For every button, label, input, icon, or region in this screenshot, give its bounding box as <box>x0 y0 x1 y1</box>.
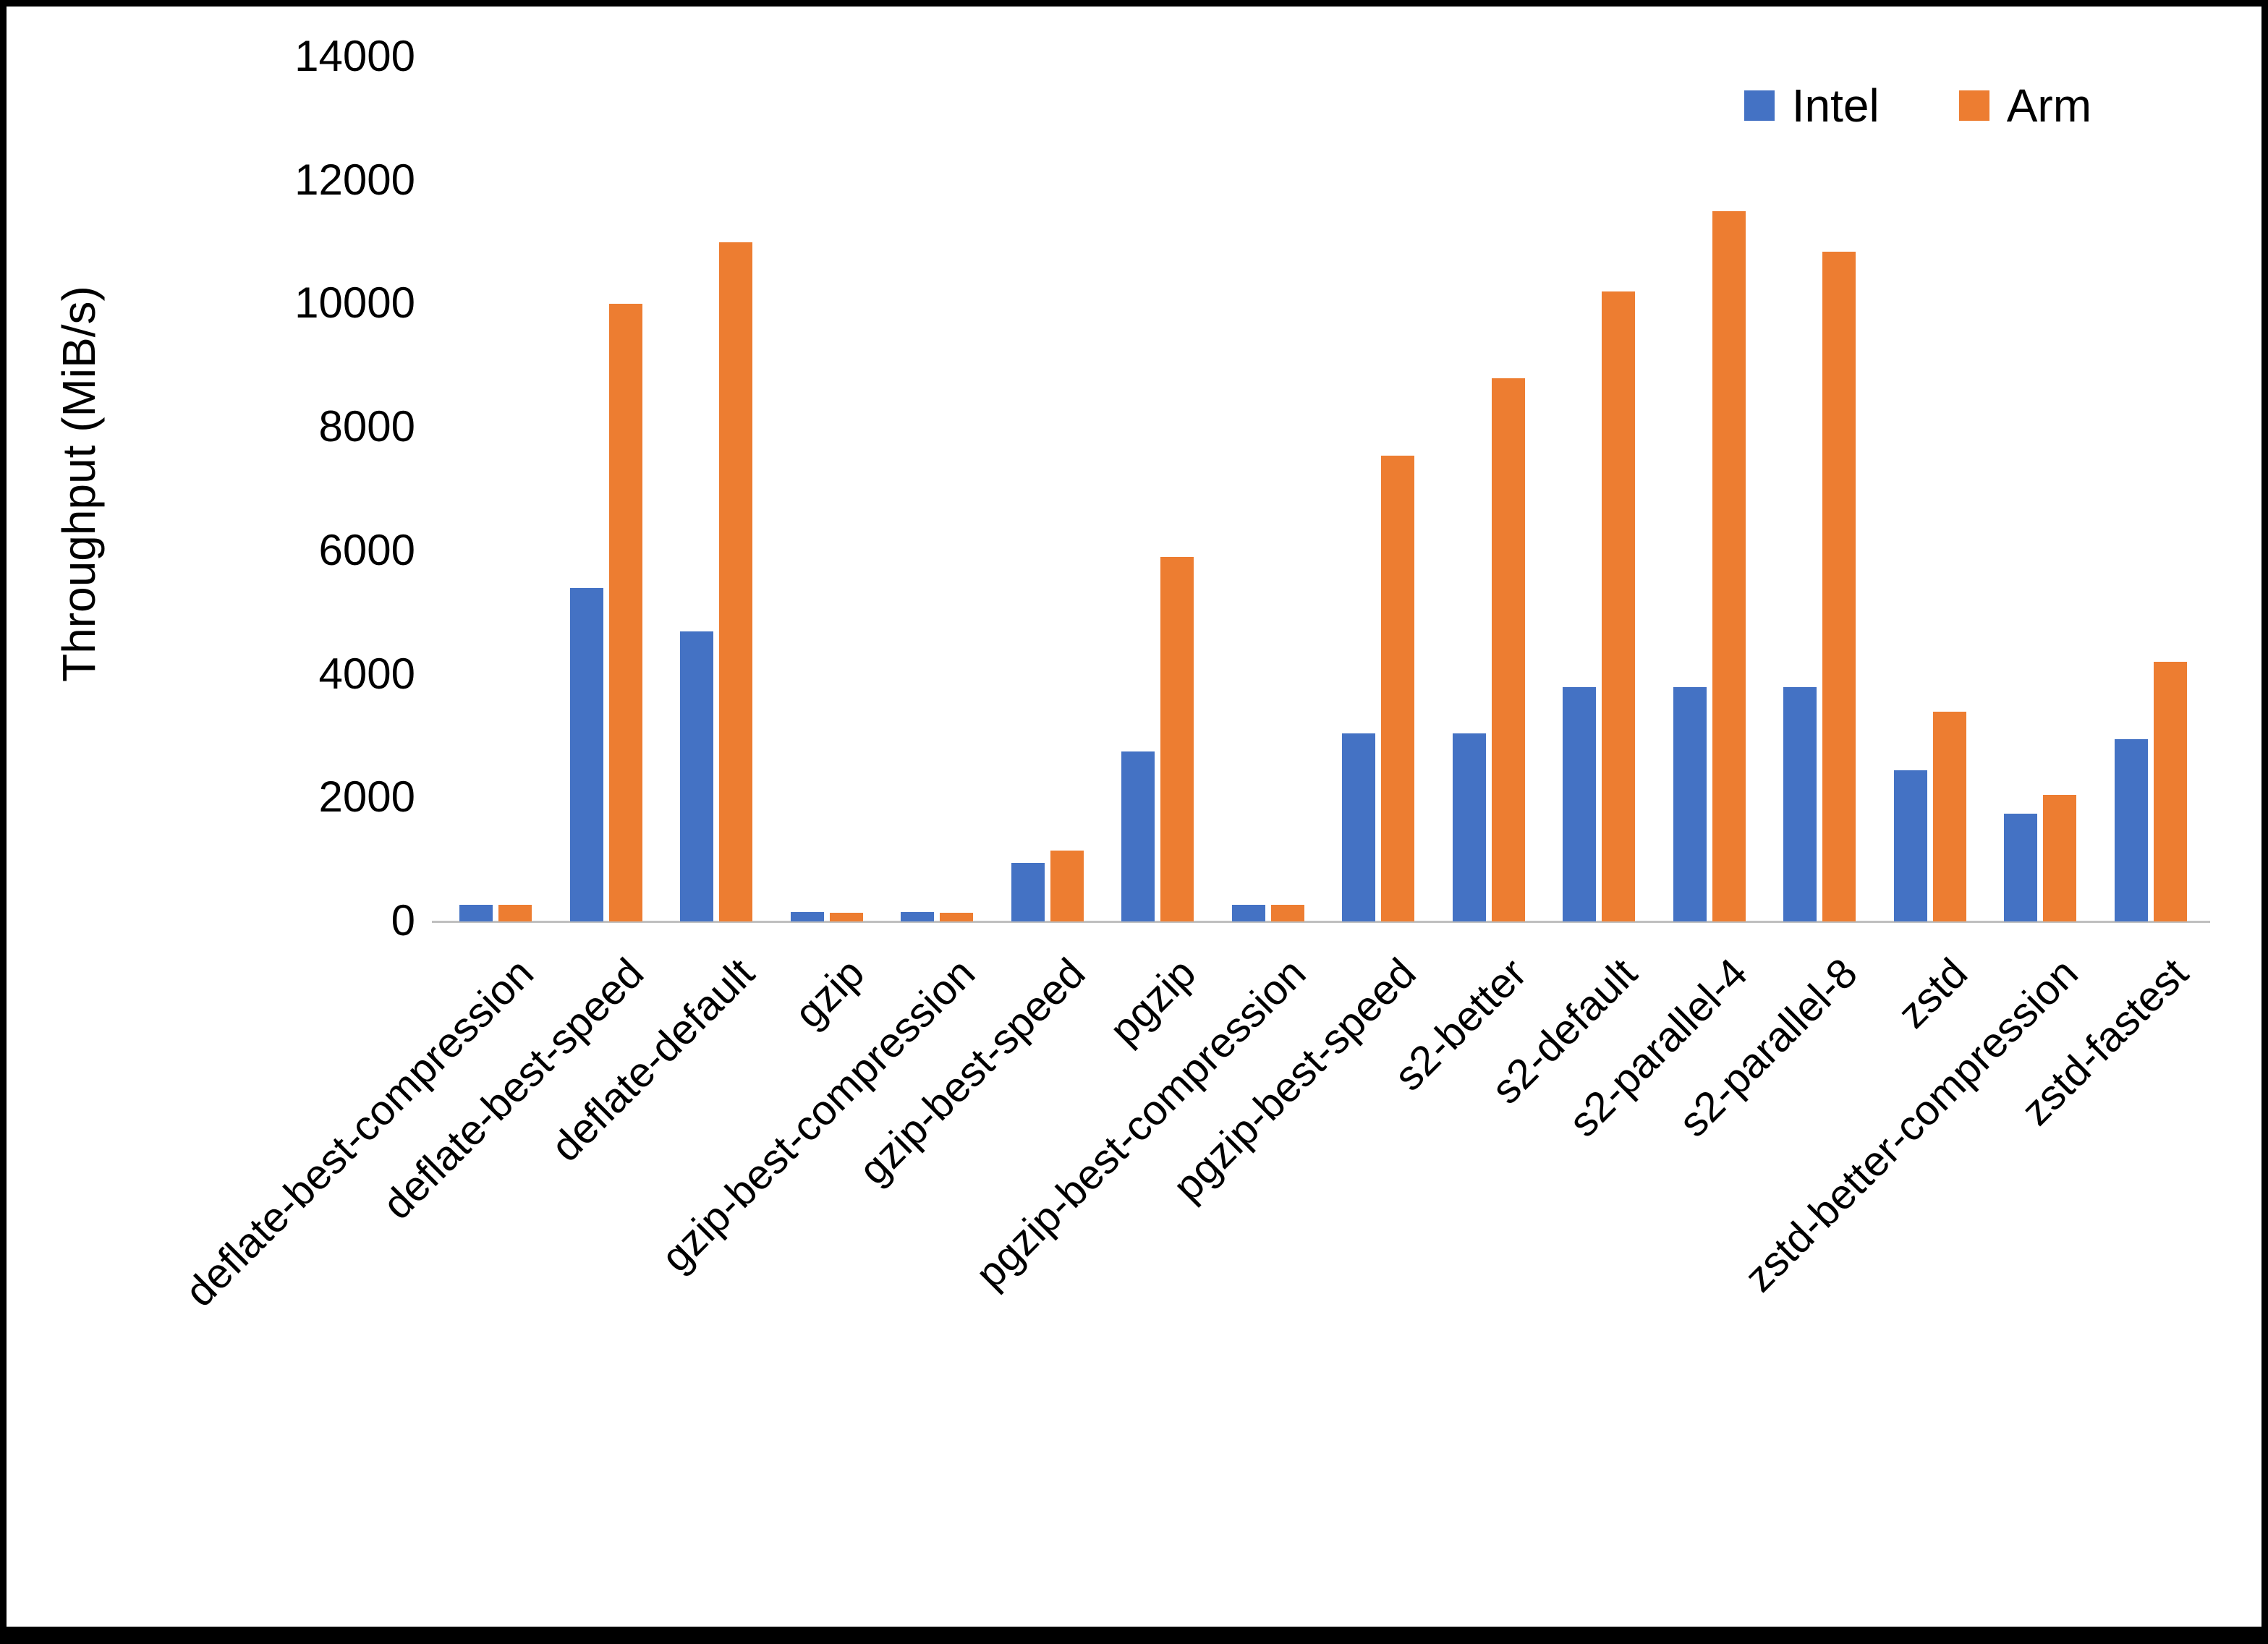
plot-area: 0 2000 4000 6000 8000 10000 12000 14000 deflate-… <box>176 32 2210 1316</box>
legend-label-intel: Intel <box>1791 80 1880 132</box>
x-axis-label: zstd <box>1889 949 1977 1037</box>
y-tick-label: 0 <box>391 896 415 945</box>
y-tick-label: 8000 <box>318 402 415 451</box>
bar-intel-gzip-best-speed <box>1011 863 1045 921</box>
bar-arm-zstd-better-compression <box>2043 795 2077 921</box>
bar-arm-deflate-best-compression <box>498 905 532 921</box>
bar-intel-zstd-better-compression <box>2004 814 2038 921</box>
bar-intel-pgzip <box>1121 751 1155 921</box>
bar-arm-deflate-default <box>719 242 753 921</box>
bar-intel-s2-parallel-4 <box>1673 687 1707 921</box>
y-axis-title: Throughput (MiB/s) <box>53 286 105 682</box>
y-tick-label: 10000 <box>294 278 415 328</box>
bar-arm-s2-parallel-8 <box>1822 252 1856 921</box>
bar-intel-zstd-fastest <box>2114 739 2148 921</box>
bar-intel-deflate-best-compression <box>459 905 493 921</box>
y-tick-label: 12000 <box>294 155 415 204</box>
y-tick-label: 6000 <box>318 525 415 574</box>
bar-arm-pgzip-best-compression <box>1270 905 1304 921</box>
bar-arm-gzip-best-speed <box>1050 851 1084 921</box>
x-axis-label: pgzip <box>1100 949 1205 1054</box>
bar-intel-zstd <box>1893 770 1927 921</box>
legend-item-arm: Arm <box>1958 79 2091 132</box>
bar-intel-s2-better <box>1452 733 1486 921</box>
x-axis-label: gzip <box>786 949 874 1037</box>
bar-arm-pgzip-best-speed <box>1381 456 1415 921</box>
bar-intel-deflate-best-speed <box>569 588 603 921</box>
bar-intel-gzip-best-compression <box>901 912 935 921</box>
x-axis-line <box>432 921 2210 923</box>
bar-intel-pgzip-best-compression <box>1231 905 1265 921</box>
bar-intel-s2-parallel-8 <box>1783 687 1817 921</box>
bar-arm-s2-parallel-4 <box>1712 211 1746 921</box>
bar-arm-s2-better <box>1491 378 1525 921</box>
y-tick-label: 4000 <box>318 649 415 698</box>
bar-arm-gzip-best-compression <box>940 913 974 921</box>
bar-intel-deflate-default <box>680 631 714 921</box>
bar-intel-pgzip-best-speed <box>1342 733 1376 921</box>
bar-arm-s2-default <box>1602 291 1636 921</box>
bar-arm-deflate-best-speed <box>608 304 642 921</box>
bar-arm-zstd <box>1932 712 1966 921</box>
bar-arm-gzip <box>829 913 863 921</box>
bar-intel-s2-default <box>1563 687 1597 921</box>
legend-label-arm: Arm <box>2006 80 2091 132</box>
legend-swatch-arm-icon <box>1958 90 1989 121</box>
legend-swatch-intel-icon <box>1744 90 1775 121</box>
legend-item-intel: Intel <box>1744 79 1880 132</box>
bar-arm-pgzip <box>1160 557 1194 921</box>
y-tick-label: 14000 <box>294 32 415 81</box>
legend: Intel Arm <box>1744 79 2091 132</box>
bar-intel-gzip <box>790 912 824 921</box>
bar-arm-zstd-fastest <box>2153 662 2187 921</box>
y-tick-label: 2000 <box>318 772 415 822</box>
